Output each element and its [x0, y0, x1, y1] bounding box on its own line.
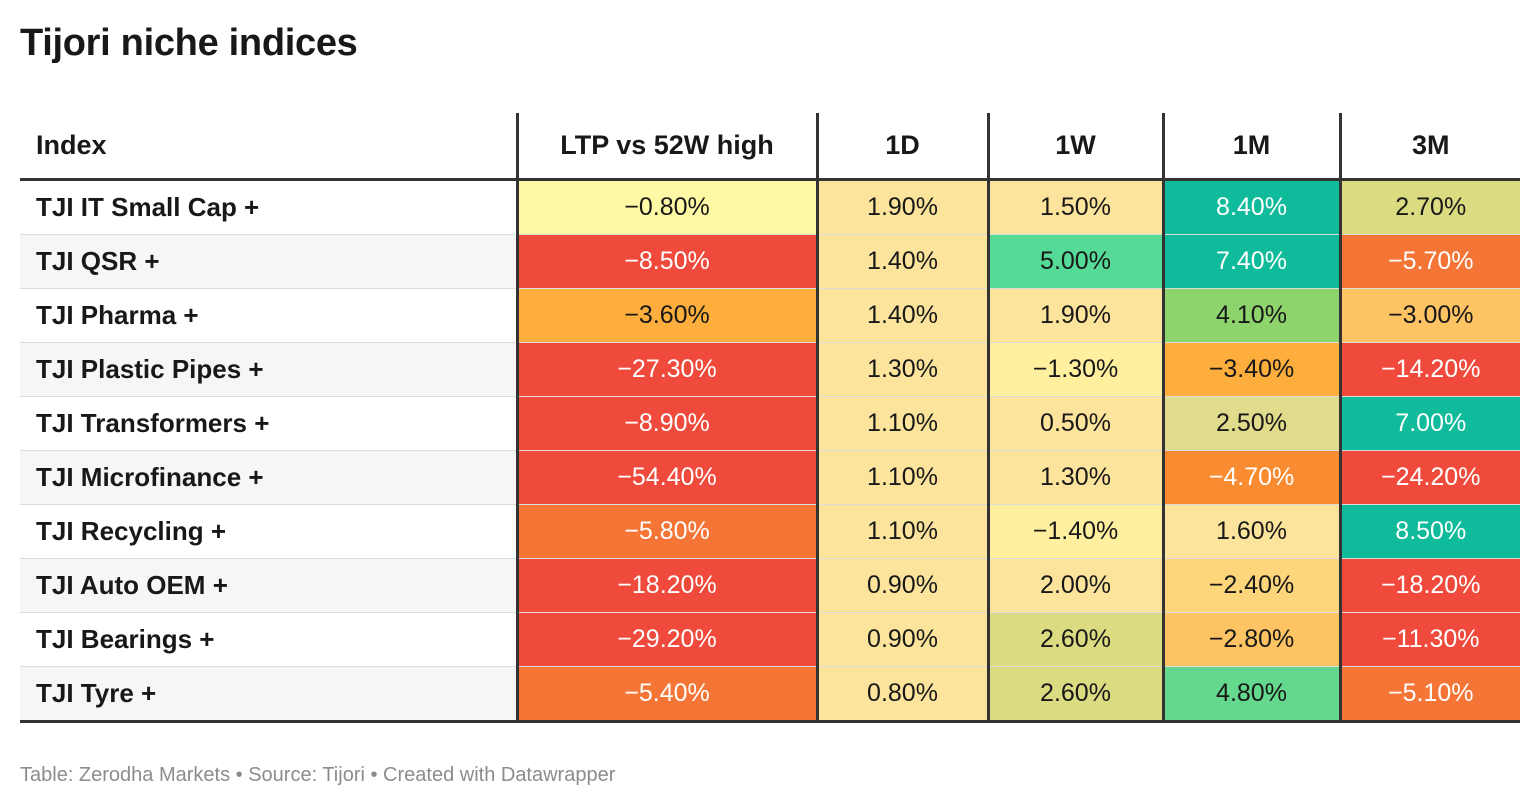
column-header-ltp-vs-52w-high[interactable]: LTP vs 52W high	[515, 113, 817, 180]
1m-cell: −2.80%	[1161, 612, 1340, 667]
1d-cell: 0.90%	[815, 612, 988, 667]
1d-cell: 1.10%	[815, 396, 988, 451]
ltp-vs-52w-high-cell: −27.30%	[515, 342, 817, 397]
1w-cell: 1.50%	[986, 179, 1163, 235]
3m-cell: −11.30%	[1338, 612, 1520, 667]
3m-cell: −5.10%	[1338, 666, 1520, 723]
1d-cell: 1.90%	[815, 179, 988, 235]
ltp-vs-52w-high-cell: −8.50%	[515, 234, 817, 289]
ltp-vs-52w-high-cell: −5.40%	[515, 666, 817, 723]
1w-cell: 2.60%	[986, 666, 1163, 723]
index-name-cell: TJI QSR +	[20, 234, 517, 289]
1w-cell: 2.00%	[986, 558, 1163, 613]
1m-cell: 8.40%	[1161, 179, 1340, 235]
header-row: Index LTP vs 52W high 1D 1W 1M 3M	[20, 113, 1520, 180]
table-row: TJI Auto OEM + −18.20% 0.90% 2.00% −2.40% −18…	[20, 558, 1520, 613]
ltp-vs-52w-high-cell: −0.80%	[515, 179, 817, 235]
column-header-1m[interactable]: 1M	[1161, 113, 1340, 180]
index-name-cell: TJI Plastic Pipes +	[20, 342, 517, 397]
1d-cell: 0.90%	[815, 558, 988, 613]
1w-cell: 1.30%	[986, 450, 1163, 505]
table-row: TJI Microfinance + −54.40% 1.10% 1.30% −4.70…	[20, 450, 1520, 505]
1m-cell: 7.40%	[1161, 234, 1340, 289]
table-row: TJI IT Small Cap + −0.80% 1.90% 1.50% 8.40% 2…	[20, 179, 1520, 235]
table-body: TJI IT Small Cap + −0.80% 1.90% 1.50% 8.40% 2…	[20, 179, 1520, 723]
1m-cell: 4.80%	[1161, 666, 1340, 723]
3m-cell: −18.20%	[1338, 558, 1520, 613]
table-row: TJI Tyre + −5.40% 0.80% 2.60% 4.80% −5.10%	[20, 666, 1520, 723]
1w-cell: −1.40%	[986, 504, 1163, 559]
1d-cell: 1.40%	[815, 288, 988, 343]
index-name-cell: TJI Auto OEM +	[20, 558, 517, 613]
1d-cell: 0.80%	[815, 666, 988, 723]
ltp-vs-52w-high-cell: −8.90%	[515, 396, 817, 451]
1d-cell: 1.10%	[815, 504, 988, 559]
indices-table: Index LTP vs 52W high 1D 1W 1M 3M TJI IT…	[20, 113, 1520, 723]
index-name-cell: TJI Pharma +	[20, 288, 517, 343]
3m-cell: −3.00%	[1338, 288, 1520, 343]
ltp-vs-52w-high-cell: −29.20%	[515, 612, 817, 667]
1w-cell: 2.60%	[986, 612, 1163, 667]
column-header-1w[interactable]: 1W	[986, 113, 1163, 180]
1w-cell: 0.50%	[986, 396, 1163, 451]
column-header-3m[interactable]: 3M	[1338, 113, 1520, 180]
1m-cell: −2.40%	[1161, 558, 1340, 613]
index-name-cell: TJI Microfinance +	[20, 450, 517, 505]
3m-cell: −14.20%	[1338, 342, 1520, 397]
1d-cell: 1.10%	[815, 450, 988, 505]
index-name-cell: TJI Tyre +	[20, 666, 517, 723]
1w-cell: −1.30%	[986, 342, 1163, 397]
table-row: TJI Bearings + −29.20% 0.90% 2.60% −2.80% −11…	[20, 612, 1520, 667]
table-row: TJI Pharma + −3.60% 1.40% 1.90% 4.10% −3.00%	[20, 288, 1520, 343]
3m-cell: 2.70%	[1338, 179, 1520, 235]
index-name-cell: TJI Recycling +	[20, 504, 517, 559]
table-row: TJI Plastic Pipes + −27.30% 1.30% −1.30% −3.…	[20, 342, 1520, 397]
1w-cell: 1.90%	[986, 288, 1163, 343]
1m-cell: −4.70%	[1161, 450, 1340, 505]
1m-cell: 4.10%	[1161, 288, 1340, 343]
1w-cell: 5.00%	[986, 234, 1163, 289]
3m-cell: −24.20%	[1338, 450, 1520, 505]
index-name-cell: TJI Bearings +	[20, 612, 517, 667]
ltp-vs-52w-high-cell: −3.60%	[515, 288, 817, 343]
chart-title: Tijori niche indices	[20, 22, 358, 64]
index-name-cell: TJI IT Small Cap +	[20, 179, 517, 235]
3m-cell: 7.00%	[1338, 396, 1520, 451]
3m-cell: 8.50%	[1338, 504, 1520, 559]
1m-cell: 1.60%	[1161, 504, 1340, 559]
1d-cell: 1.30%	[815, 342, 988, 397]
1m-cell: 2.50%	[1161, 396, 1340, 451]
table-row: TJI QSR + −8.50% 1.40% 5.00% 7.40% −5.70%	[20, 234, 1520, 289]
table-row: TJI Transformers + −8.90% 1.10% 0.50% 2.50% 7…	[20, 396, 1520, 451]
column-header-index[interactable]: Index	[36, 130, 107, 160]
column-header-1d[interactable]: 1D	[815, 113, 988, 180]
source-footer: Table: Zerodha Markets • Source: Tijori …	[20, 764, 616, 786]
ltp-vs-52w-high-cell: −5.80%	[515, 504, 817, 559]
3m-cell: −5.70%	[1338, 234, 1520, 289]
1m-cell: −3.40%	[1161, 342, 1340, 397]
table-row: TJI Recycling + −5.80% 1.10% −1.40% 1.60% 8.5…	[20, 504, 1520, 559]
ltp-vs-52w-high-cell: −18.20%	[515, 558, 817, 613]
ltp-vs-52w-high-cell: −54.40%	[515, 450, 817, 505]
1d-cell: 1.40%	[815, 234, 988, 289]
index-name-cell: TJI Transformers +	[20, 396, 517, 451]
